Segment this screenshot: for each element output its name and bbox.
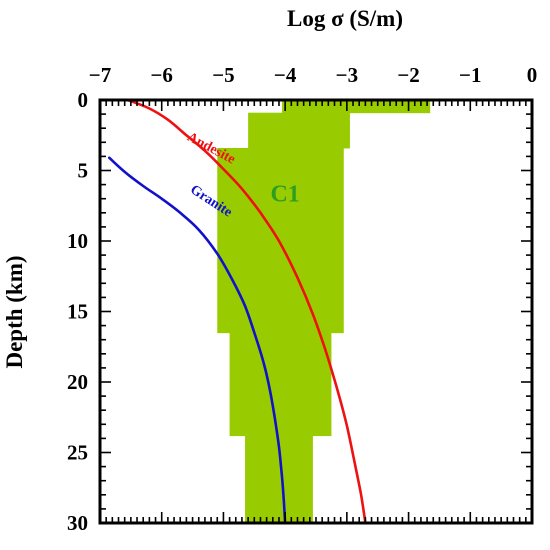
x-tick-label: −5 [212, 63, 234, 87]
y-tick-label: 25 [67, 441, 88, 465]
y-tick-label: 10 [67, 229, 88, 253]
x-tick-label: −7 [89, 63, 111, 87]
curves-group [108, 98, 367, 525]
granite-curve [108, 156, 287, 525]
y-tick-label: 20 [67, 370, 88, 394]
c1-region-group [217, 100, 431, 524]
x-tick-label: −2 [397, 63, 419, 87]
y-tick-label: 5 [78, 159, 89, 183]
ticks-group: −7 −6 −5 −4 −3 −2 −1 0 0 5 10 15 20 25 30 [67, 63, 537, 535]
y-axis-title: Depth (km) [2, 255, 27, 368]
y-tick-label: 15 [67, 300, 88, 324]
x-tick-label: −6 [150, 63, 172, 87]
y-tick-label: 0 [78, 88, 89, 112]
c1-region-label: C1 [270, 182, 299, 208]
c1-region-step-3 [217, 147, 344, 334]
x-tick-label: 0 [527, 63, 538, 87]
x-axis-title: Log σ (S/m) [287, 6, 403, 31]
andesite-curve [126, 98, 367, 525]
x-tick-label: −1 [459, 63, 481, 87]
x-tick-label: −3 [336, 63, 358, 87]
c1-region-step-1 [282, 100, 431, 114]
c1-region-step-2 [248, 112, 350, 149]
y-tick-label: 30 [67, 511, 88, 535]
x-tick-label: −4 [274, 63, 297, 87]
c1-region-step-4 [229, 332, 332, 437]
